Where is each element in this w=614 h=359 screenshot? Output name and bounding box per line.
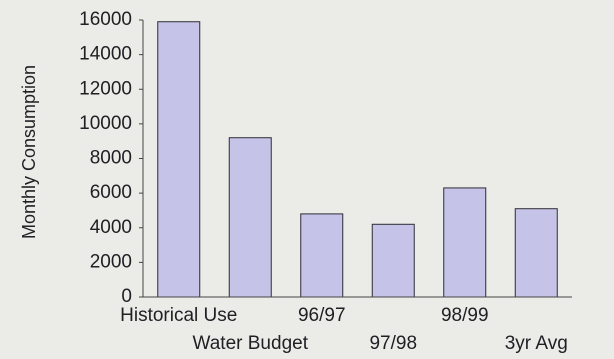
bar: [300, 213, 344, 298]
x-category-label: Historical Use: [120, 305, 237, 326]
y-tick-label: 6000: [90, 182, 132, 203]
x-category-label: Water Budget: [193, 333, 309, 354]
y-tick-label: 10000: [79, 113, 132, 134]
y-tick-label: 4000: [90, 217, 132, 238]
y-tick-label: 0: [121, 286, 132, 307]
y-axis-ticks: 0 2000 4000 6000 8000 10000 12000 14000 16000: [79, 9, 143, 307]
bar: [228, 137, 272, 298]
y-axis-title: Monthly Consumption: [19, 65, 39, 239]
y-tick-label: 14000: [79, 44, 132, 65]
x-category-label: 97/98: [369, 333, 417, 354]
y-tick-label: 8000: [90, 148, 132, 169]
bar: [443, 187, 487, 298]
y-tick-label: 16000: [79, 9, 132, 30]
bar: [371, 223, 415, 298]
x-category-label: 3yr Avg: [505, 333, 568, 354]
y-tick-label: 2000: [90, 251, 132, 272]
y-tick-label: 12000: [79, 78, 132, 99]
x-category-label: 98/99: [441, 305, 489, 326]
x-category-label: 96/97: [298, 305, 346, 326]
bar: [157, 21, 201, 298]
bars: [157, 21, 558, 298]
x-axis-labels: Historical Use Water Budget 96/97 97/98 98/9…: [120, 305, 568, 354]
bar: [514, 208, 558, 298]
